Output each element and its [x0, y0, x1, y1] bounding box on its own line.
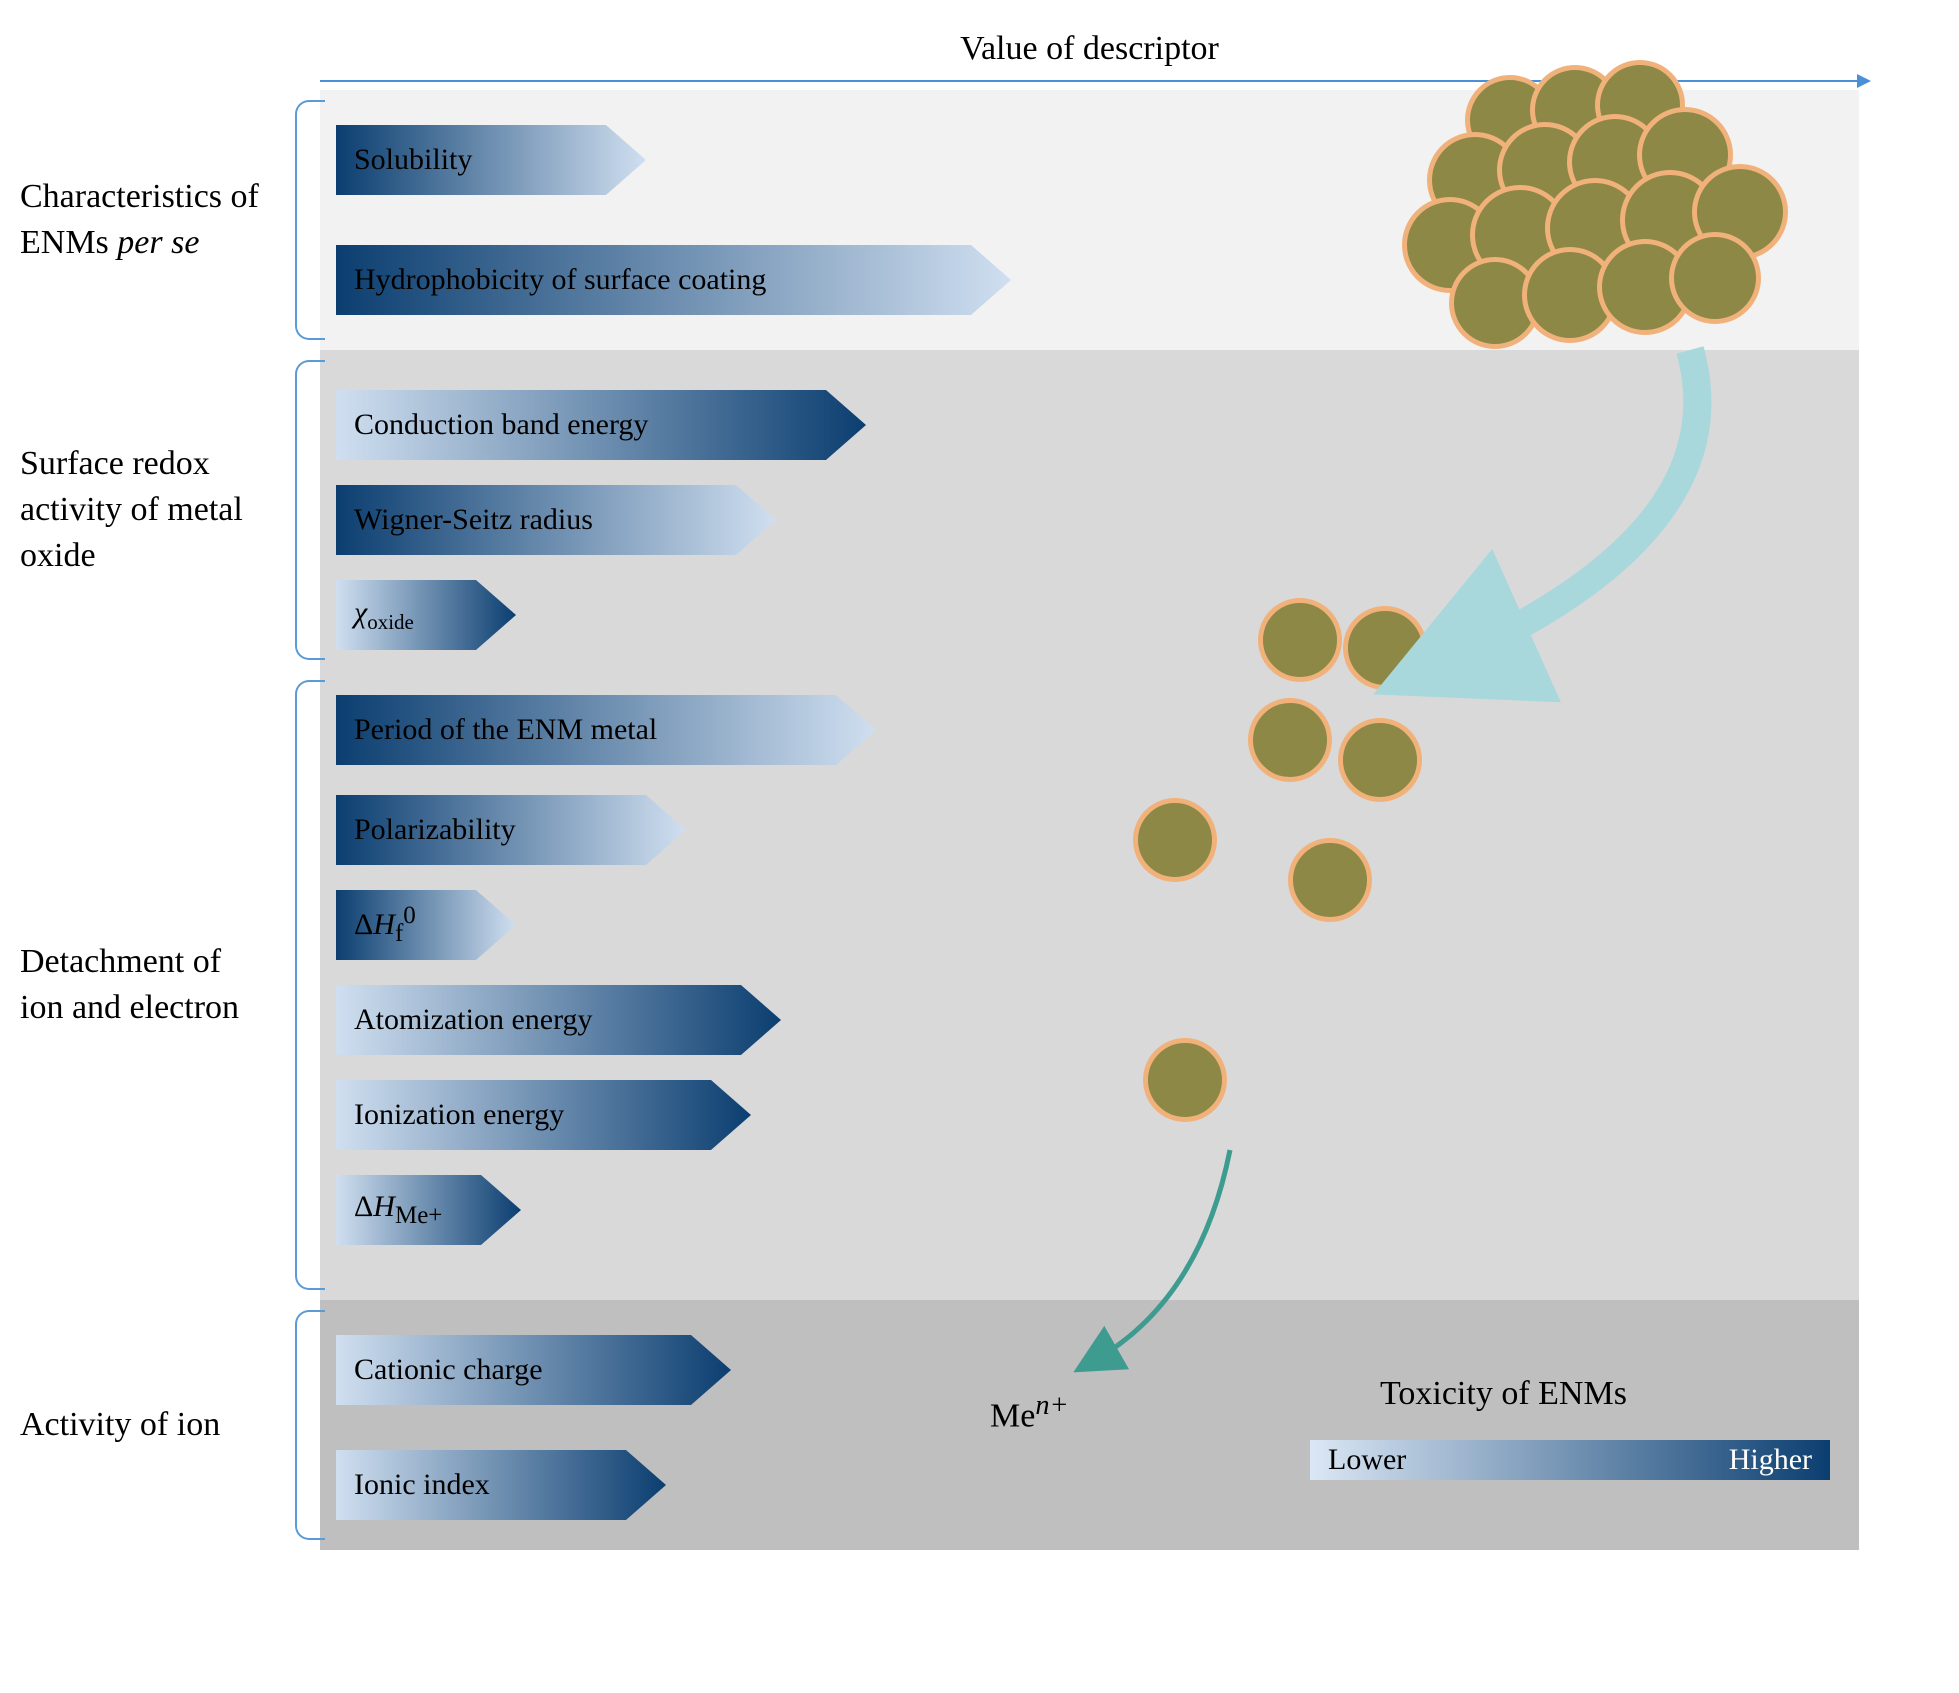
- descriptor-arrow-body: Period of the ENM metal: [336, 695, 876, 765]
- particle-dispersed: [1133, 798, 1217, 882]
- descriptor-arrow-body: Polarizability: [336, 795, 686, 865]
- descriptor-label: Polarizability: [354, 813, 516, 847]
- descriptor-arrow: Polarizability: [336, 795, 686, 865]
- toxicity-high: Higher: [1729, 1443, 1812, 1477]
- descriptor-label: Atomization energy: [354, 1003, 593, 1037]
- bracket-enm: [295, 100, 325, 340]
- flow-arrow-2: [1040, 1130, 1300, 1390]
- descriptor-arrow-body: Ionization energy: [336, 1080, 751, 1150]
- axis-label-text: Value of descriptor: [960, 30, 1219, 67]
- descriptor-arrow: χoxide: [336, 580, 516, 650]
- descriptor-arrow: Ionic index: [336, 1450, 666, 1520]
- toxicity-scale: Lower Higher: [1310, 1440, 1830, 1480]
- descriptor-label: Ionic index: [354, 1468, 490, 1502]
- descriptor-arrow-body: Wigner-Seitz radius: [336, 485, 776, 555]
- descriptor-arrow: Ionization energy: [336, 1080, 751, 1150]
- descriptor-label: ΔHf0: [354, 902, 416, 948]
- descriptor-label: Period of the ENM metal: [354, 713, 657, 747]
- descriptor-arrow: ΔHf0: [336, 890, 516, 960]
- descriptor-label: Ionization energy: [354, 1098, 564, 1132]
- diagram-container: Value of descriptor Characteristics ofEN…: [20, 20, 1959, 1673]
- descriptor-arrow-body: ΔHf0: [336, 890, 516, 960]
- bracket-detach: [295, 680, 325, 1290]
- bracket-redox: [295, 360, 325, 660]
- particle-dispersed: [1248, 698, 1332, 782]
- descriptor-label: Solubility: [354, 143, 472, 177]
- descriptor-label: χoxide: [354, 596, 414, 635]
- ion-base: Me: [990, 1397, 1035, 1434]
- descriptor-label: ΔHMe+: [354, 1190, 442, 1230]
- descriptor-arrow-body: ΔHMe+: [336, 1175, 521, 1245]
- particle-dispersed: [1288, 838, 1372, 922]
- descriptor-arrow: Hydrophobicity of surface coating: [336, 245, 1011, 315]
- category-label-detach: Detachment ofion and electron: [20, 939, 300, 1031]
- bracket-ion: [295, 1310, 325, 1540]
- descriptor-arrow: Solubility: [336, 125, 646, 195]
- descriptor-arrow-body: Cationic charge: [336, 1335, 731, 1405]
- particle-dispersed: [1338, 718, 1422, 802]
- ion-label: Men+: [990, 1390, 1069, 1435]
- category-label-redox: Surface redoxactivity of metaloxide: [20, 441, 300, 579]
- descriptor-arrow: ΔHMe+: [336, 1175, 521, 1245]
- descriptor-label: Wigner-Seitz radius: [354, 503, 593, 537]
- descriptor-arrow-body: Atomization energy: [336, 985, 781, 1055]
- descriptor-label: Hydrophobicity of surface coating: [354, 263, 766, 297]
- toxicity-low: Lower: [1328, 1443, 1406, 1477]
- descriptor-arrow-body: Conduction band energy: [336, 390, 866, 460]
- descriptor-arrow: Conduction band energy: [336, 390, 866, 460]
- flow-arrow-1: [1320, 330, 1800, 710]
- descriptor-arrow-body: Ionic index: [336, 1450, 666, 1520]
- descriptor-arrow: Atomization energy: [336, 985, 781, 1055]
- descriptor-arrow-body: Hydrophobicity of surface coating: [336, 245, 1011, 315]
- toxicity-label-text: Toxicity of ENMs: [1380, 1375, 1627, 1412]
- ion-sup: n+: [1035, 1390, 1068, 1421]
- category-label-ion: Activity of ion: [20, 1402, 300, 1448]
- descriptor-label: Conduction band energy: [354, 408, 648, 442]
- category-label-enm: Characteristics ofENMs per se: [20, 174, 300, 266]
- particle-cluster: [1669, 232, 1761, 324]
- descriptor-arrow-body: χoxide: [336, 580, 516, 650]
- toxicity-label: Toxicity of ENMs: [1380, 1375, 1627, 1413]
- descriptor-arrow: Period of the ENM metal: [336, 695, 876, 765]
- particle-dispersed: [1143, 1038, 1227, 1122]
- descriptor-label: Cationic charge: [354, 1353, 543, 1387]
- descriptor-arrow: Cationic charge: [336, 1335, 731, 1405]
- descriptor-arrow: Wigner-Seitz radius: [336, 485, 776, 555]
- descriptor-arrow-body: Solubility: [336, 125, 646, 195]
